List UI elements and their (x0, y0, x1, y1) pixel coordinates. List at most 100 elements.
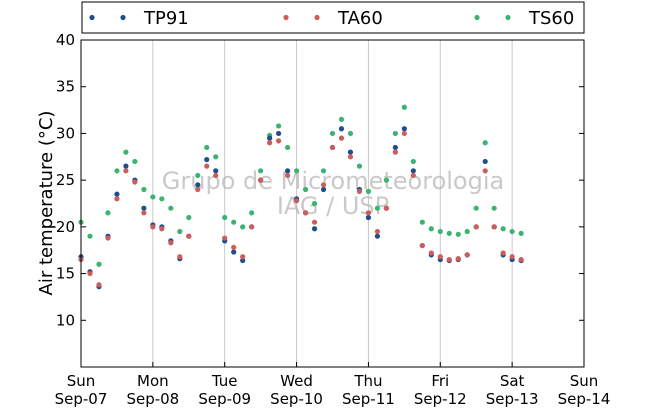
data-point-TA60 (356, 188, 363, 194)
data-point-TS60 (500, 226, 506, 232)
data-point-TP91 (392, 144, 398, 151)
legend-marker (474, 14, 480, 21)
y-axis: 10 15 20 25 30 35 40 (56, 31, 584, 329)
data-point-TA60 (293, 198, 300, 204)
data-point-TA60 (159, 226, 165, 232)
data-point-TP91 (213, 168, 219, 174)
data-points (78, 104, 524, 290)
data-point-TS60 (87, 233, 93, 239)
legend-label: TS60 (528, 8, 574, 29)
data-point-TS60 (365, 188, 372, 194)
data-point-TS60 (491, 205, 497, 211)
data-point-TS60 (302, 186, 309, 193)
data-point-TS60 (509, 228, 515, 235)
data-point-TS60 (159, 196, 165, 202)
data-point-TS60 (293, 168, 300, 174)
y-tick-label: 15 (56, 265, 75, 283)
data-point-TA60 (482, 168, 488, 174)
x-tick-day: Thu (353, 372, 382, 390)
data-point-TS60 (419, 219, 425, 225)
data-point-TS60 (240, 224, 246, 230)
data-point-TS60 (186, 214, 192, 221)
data-point-TA60 (347, 154, 354, 160)
data-point-TS60 (150, 194, 156, 200)
data-point-TS60 (132, 158, 138, 165)
data-point-TP91 (141, 205, 147, 211)
data-point-TP91 (374, 233, 381, 239)
data-point-TA60 (105, 235, 111, 241)
watermark-line-2: IAG / USP (277, 192, 389, 220)
data-point-TP91 (410, 168, 416, 174)
data-point-TP91 (195, 182, 201, 188)
data-point-TA60 (500, 250, 506, 256)
data-point-TA60 (123, 168, 129, 174)
data-point-TA60 (222, 235, 228, 241)
data-point-TA60 (365, 210, 372, 216)
x-tick-date: Sep-10 (270, 390, 323, 408)
data-point-TS60 (168, 205, 174, 211)
y-tick-label: 20 (56, 218, 75, 236)
x-tick-day: Sun (67, 372, 96, 390)
y-tick-label: 10 (56, 311, 75, 329)
data-point-TA60 (455, 256, 461, 262)
data-point-TS60 (284, 144, 291, 151)
data-point-TA60 (464, 252, 470, 258)
plot-frame (80, 39, 585, 368)
data-point-TS60 (338, 116, 345, 123)
y-tick-label: 25 (56, 171, 75, 189)
y-tick-label: 30 (56, 124, 75, 142)
data-point-TS60 (329, 130, 336, 137)
data-point-TS60 (114, 168, 120, 174)
data-point-TA60 (213, 172, 219, 179)
series-TS60 (78, 104, 524, 267)
data-point-TA60 (401, 130, 407, 137)
data-point-TS60 (383, 177, 389, 183)
x-tick-date: Sep-07 (55, 390, 108, 408)
data-point-TA60 (87, 270, 93, 277)
data-point-TS60 (437, 228, 443, 235)
data-point-TP91 (231, 249, 237, 255)
data-point-TS60 (356, 163, 363, 169)
data-point-TS60 (123, 149, 129, 155)
x-tick-date: Sep-14 (558, 390, 611, 408)
x-grid-lines (152, 40, 513, 367)
x-tick-date: Sep-12 (414, 390, 467, 408)
x-tick-day: Tue (211, 372, 238, 390)
x-tick-date: Sep-09 (198, 390, 251, 408)
data-point-TS60 (455, 231, 461, 237)
data-point-TP91 (204, 156, 210, 163)
series-TA60 (78, 130, 524, 288)
data-point-TS60 (482, 140, 488, 146)
data-point-TP91 (347, 149, 354, 155)
data-point-TA60 (195, 186, 201, 193)
x-axis: SunSep-07MonSep-08TueSep-09WedSep-10ThuS… (55, 362, 611, 408)
data-point-TA60 (150, 224, 156, 230)
data-point-TS60 (141, 186, 147, 193)
data-point-TA60 (374, 228, 381, 235)
data-point-TA60 (446, 256, 452, 263)
x-tick-date: Sep-13 (486, 390, 539, 408)
data-point-TS60 (392, 130, 398, 137)
data-point-TA60 (383, 205, 389, 211)
data-point-TP91 (276, 130, 282, 137)
data-point-TS60 (195, 172, 201, 179)
data-point-TA60 (518, 256, 524, 263)
legend-label: TA60 (337, 8, 383, 29)
data-point-TS60 (276, 123, 282, 129)
data-point-TA60 (491, 224, 497, 230)
legend: TP91 TA60 TS60 (81, 1, 585, 34)
data-point-TA60 (419, 242, 425, 249)
data-point-TS60 (204, 144, 210, 151)
legend-marker (505, 14, 511, 21)
x-tick-day: Wed (280, 372, 313, 390)
legend-marker (283, 14, 289, 21)
data-point-TA60 (428, 250, 434, 256)
data-point-TS60 (96, 261, 102, 267)
x-tick-day: Fri (431, 372, 449, 390)
data-point-TP91 (123, 163, 129, 169)
data-point-TS60 (311, 200, 318, 207)
data-point-TS60 (410, 158, 416, 165)
data-point-TA60 (258, 177, 264, 183)
data-point-TA60 (168, 240, 174, 246)
